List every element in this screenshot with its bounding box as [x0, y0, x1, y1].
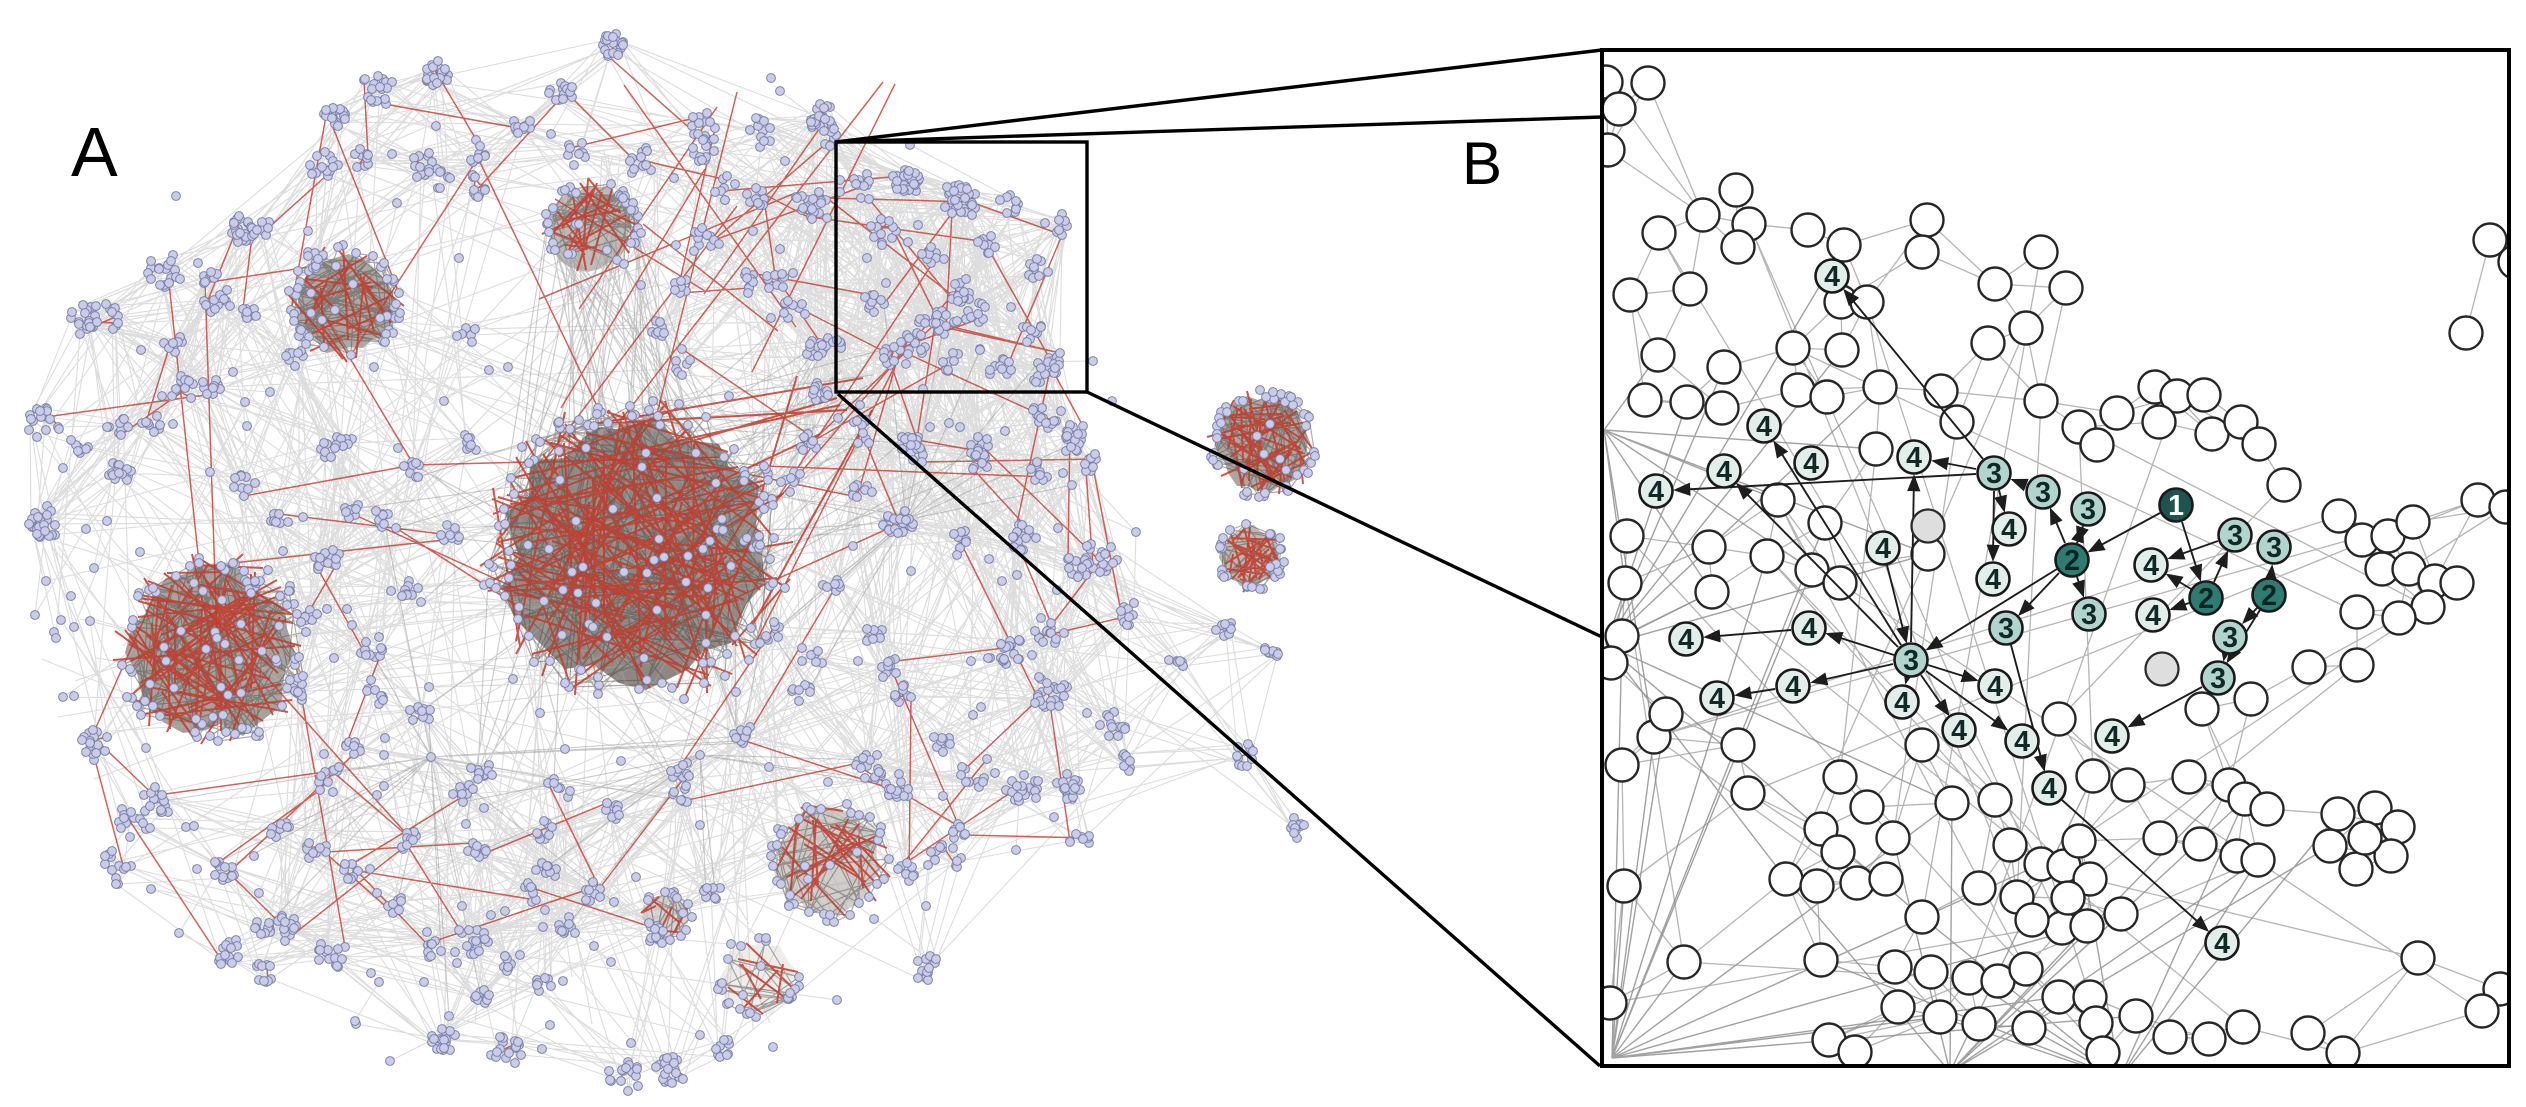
svg-text:3: 3 [2266, 532, 2282, 564]
svg-text:4: 4 [1824, 261, 1840, 293]
svg-text:1: 1 [2168, 490, 2184, 522]
svg-text:3: 3 [2210, 663, 2226, 695]
svg-text:2: 2 [2198, 583, 2214, 615]
svg-text:4: 4 [2145, 600, 2161, 632]
svg-text:2: 2 [2261, 580, 2277, 612]
svg-text:4: 4 [1678, 624, 1694, 656]
svg-text:3: 3 [2035, 477, 2051, 509]
svg-text:3: 3 [1903, 645, 1919, 677]
svg-text:4: 4 [1875, 533, 1891, 565]
svg-text:3: 3 [2081, 599, 2097, 631]
svg-text:3: 3 [2227, 520, 2243, 552]
svg-text:4: 4 [1709, 683, 1725, 715]
svg-text:4: 4 [1951, 715, 1967, 747]
svg-text:4: 4 [2214, 928, 2230, 960]
svg-text:3: 3 [2080, 494, 2096, 526]
svg-text:4: 4 [1801, 613, 1817, 645]
svg-text:4: 4 [2001, 514, 2017, 546]
svg-text:4: 4 [1985, 564, 2001, 596]
svg-text:B: B [1462, 130, 1502, 197]
svg-text:A: A [71, 113, 118, 191]
svg-text:4: 4 [1785, 671, 1801, 703]
svg-text:4: 4 [1803, 448, 1819, 480]
svg-text:4: 4 [1648, 476, 1664, 508]
svg-text:4: 4 [1987, 671, 2003, 703]
svg-text:3: 3 [1998, 613, 2014, 645]
svg-text:3: 3 [1986, 458, 2002, 490]
svg-text:4: 4 [1716, 456, 1732, 488]
svg-text:4: 4 [2143, 550, 2159, 582]
svg-text:3: 3 [2222, 622, 2238, 654]
svg-text:4: 4 [1906, 442, 1922, 474]
svg-text:4: 4 [1756, 411, 1772, 443]
svg-text:4: 4 [1894, 687, 1910, 719]
svg-text:4: 4 [2104, 721, 2120, 753]
svg-text:2: 2 [2064, 545, 2080, 577]
svg-text:4: 4 [2014, 726, 2030, 758]
svg-text:4: 4 [2041, 773, 2057, 805]
